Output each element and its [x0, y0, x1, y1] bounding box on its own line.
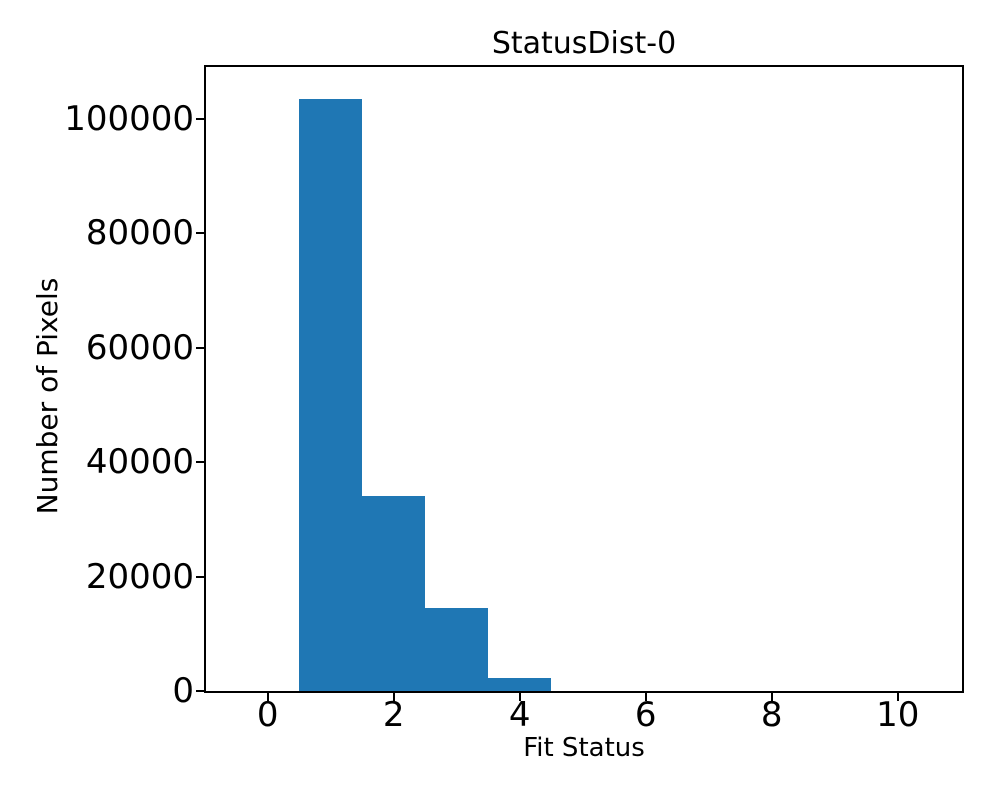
y-tick-label: 80000 — [85, 213, 194, 254]
x-tick-label: 4 — [508, 695, 531, 735]
y-tick-mark — [196, 575, 204, 578]
x-tick-mark — [518, 693, 521, 701]
x-tick-label: 8 — [760, 695, 783, 735]
y-tick-mark — [196, 232, 204, 235]
y-tick-label: 20000 — [85, 556, 194, 597]
x-tick-mark — [266, 693, 269, 701]
y-tick-label: 60000 — [85, 327, 194, 368]
histogram-bar — [425, 608, 489, 691]
x-tick-label: 2 — [382, 695, 405, 735]
x-tick-label: 0 — [256, 695, 279, 735]
x-axis-label: Fit Status — [523, 733, 645, 763]
x-tick-mark — [770, 693, 773, 701]
x-tick-label: 6 — [634, 695, 657, 735]
x-tick-mark — [896, 693, 899, 701]
y-axis-label: Number of Pixels — [31, 277, 64, 515]
plot-area — [204, 65, 964, 693]
y-tick-mark — [196, 346, 204, 349]
histogram-bar — [488, 677, 552, 691]
x-tick-mark — [392, 693, 395, 701]
bars-layer — [206, 67, 962, 691]
x-tick-label: 10 — [876, 695, 920, 735]
y-tick-label: 40000 — [85, 442, 194, 482]
histogram-bar — [362, 496, 426, 691]
histogram-bar — [299, 98, 363, 691]
x-tick-mark — [644, 693, 647, 701]
y-tick-mark — [196, 461, 204, 463]
y-tick-label: 100000 — [64, 98, 194, 139]
y-tick-label: 0 — [172, 671, 194, 711]
y-tick-mark — [196, 117, 204, 120]
chart-title: StatusDist-0 — [491, 26, 677, 61]
y-tick-mark — [196, 690, 204, 692]
